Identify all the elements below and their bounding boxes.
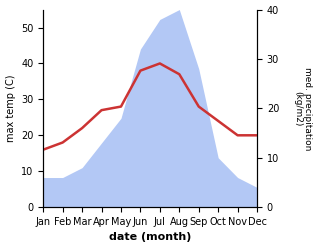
X-axis label: date (month): date (month) <box>109 232 191 243</box>
Y-axis label: max temp (C): max temp (C) <box>5 75 16 142</box>
Y-axis label: med. precipitation
(kg/m2): med. precipitation (kg/m2) <box>293 67 313 150</box>
